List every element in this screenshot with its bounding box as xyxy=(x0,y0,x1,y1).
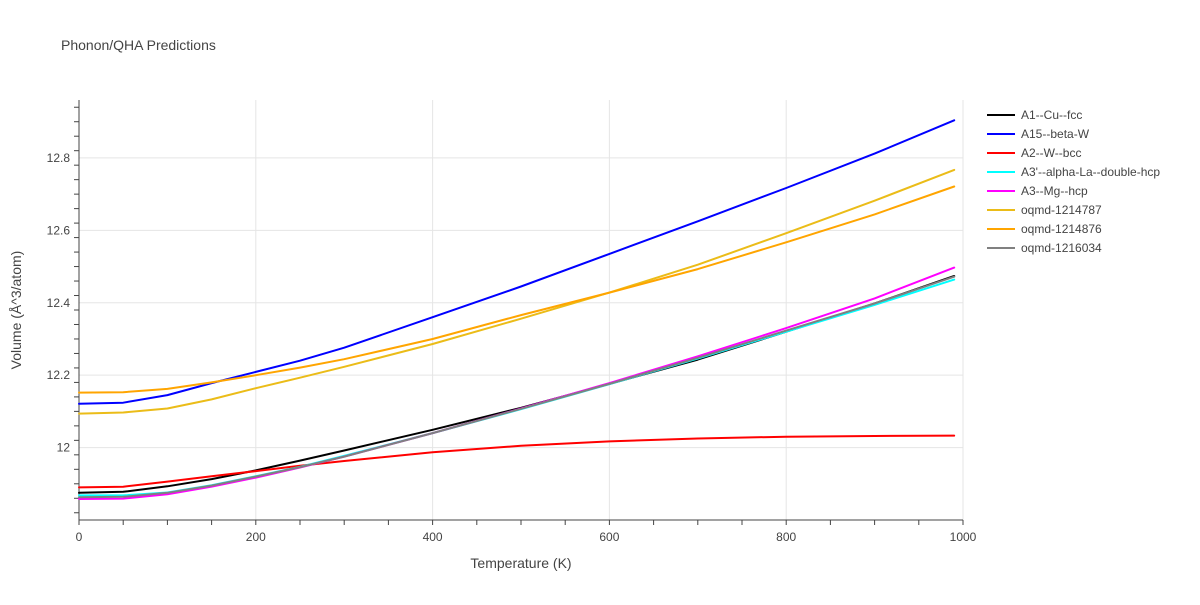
legend-label[interactable]: oqmd-1214787 xyxy=(1021,203,1102,217)
y-tick-label: 12.8 xyxy=(47,151,71,165)
legend-label[interactable]: A3--Mg--hcp xyxy=(1021,184,1088,198)
legend-label[interactable]: oqmd-1216034 xyxy=(1021,241,1102,255)
axes-layer: 0 200 400 600 800 1000 12 12.2 12.4 12.6 12.8 xyxy=(47,100,977,544)
x-axis-title: Temperature (K) xyxy=(470,555,571,571)
series-line xyxy=(78,119,956,405)
x-tick-label: 400 xyxy=(423,530,443,544)
y-tick-label: 12.2 xyxy=(47,368,71,382)
series-line xyxy=(78,434,956,489)
x-tick-label: 0 xyxy=(76,530,83,544)
y-tick-label: 12.4 xyxy=(47,296,71,310)
legend-label[interactable]: oqmd-1214876 xyxy=(1021,222,1102,236)
legend: A1--Cu--fcc A15--beta-W A2--W--bcc A3'--alp… xyxy=(987,108,1160,255)
x-tick-label: 1000 xyxy=(950,530,977,544)
legend-label[interactable]: A3'--alpha-La--double-hcp xyxy=(1021,165,1160,179)
series-line xyxy=(78,278,956,497)
y-axis-title: Volume (Å^3/atom) xyxy=(8,251,24,370)
grid-layer xyxy=(79,100,964,520)
x-tick-label: 600 xyxy=(599,530,619,544)
legend-label[interactable]: A1--Cu--fcc xyxy=(1021,108,1082,122)
x-tick-label: 800 xyxy=(776,530,796,544)
chart-title: Phonon/QHA Predictions xyxy=(61,37,216,53)
y-tick-label: 12.6 xyxy=(47,223,71,237)
series-line xyxy=(78,168,956,415)
series-line xyxy=(78,275,956,499)
legend-label[interactable]: A2--W--bcc xyxy=(1021,146,1081,160)
legend-label[interactable]: A15--beta-W xyxy=(1021,127,1090,141)
series-line xyxy=(78,185,956,394)
series-layer xyxy=(78,119,956,500)
y-tick-label: 12 xyxy=(57,441,71,455)
x-tick-label: 200 xyxy=(246,530,266,544)
